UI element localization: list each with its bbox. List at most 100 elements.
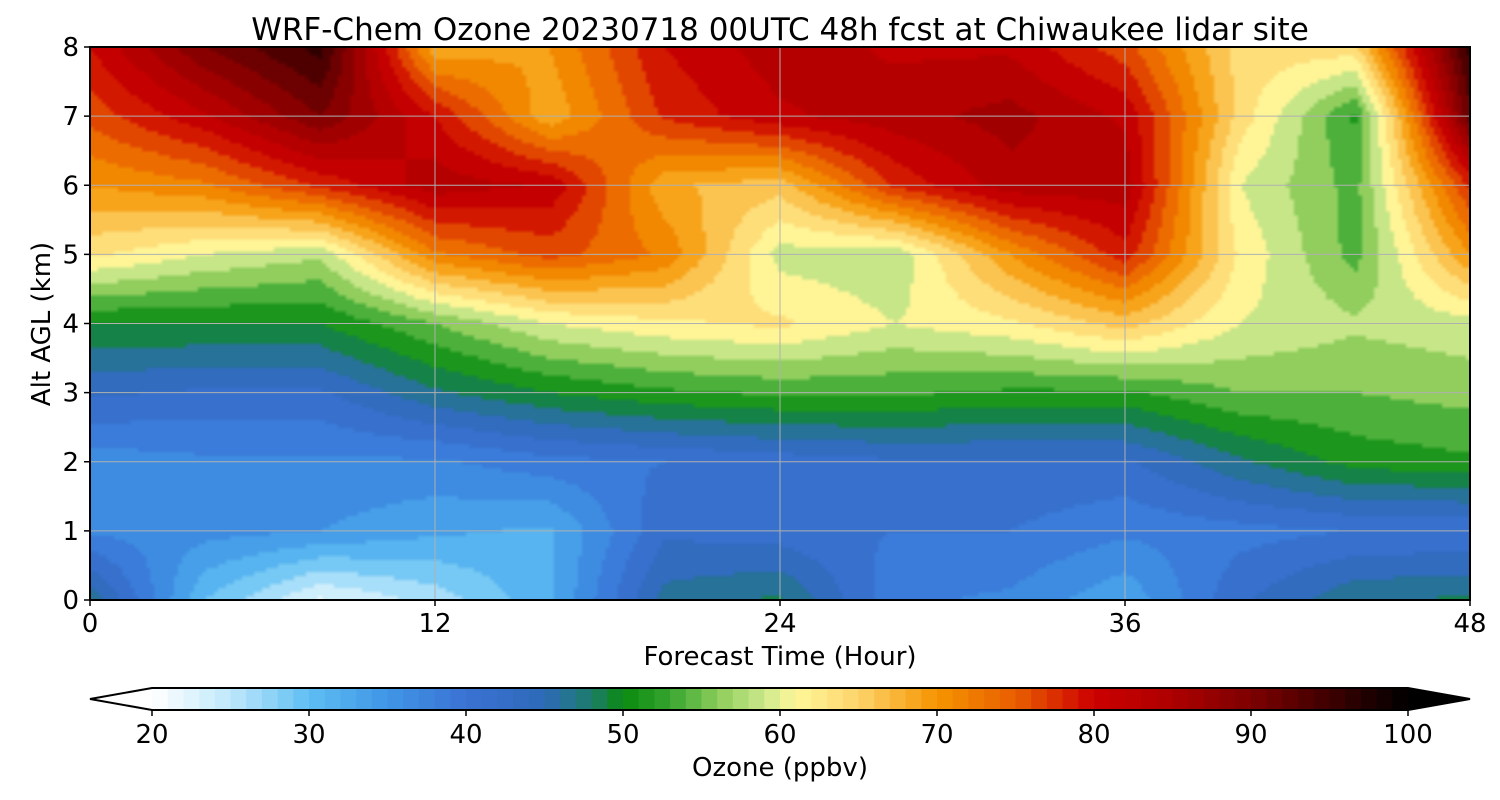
colorbar-segment bbox=[905, 688, 922, 710]
colorbar-segment bbox=[591, 688, 608, 710]
colorbar-segment bbox=[1172, 688, 1189, 710]
colorbar-tick-label: 70 bbox=[920, 720, 953, 750]
colorbar-segment bbox=[387, 688, 404, 710]
colorbar-segment bbox=[811, 688, 828, 710]
y-tick-label: 4 bbox=[62, 310, 79, 340]
colorbar-segment bbox=[199, 688, 216, 710]
x-axis-label: Forecast Time (Hour) bbox=[643, 642, 916, 672]
colorbar-segment bbox=[434, 688, 451, 710]
colorbar-tick-label: 80 bbox=[1077, 720, 1110, 750]
colorbar-segment bbox=[403, 688, 420, 710]
colorbar-segment bbox=[889, 688, 907, 710]
colorbar-segment bbox=[152, 688, 169, 710]
colorbar-segment bbox=[1376, 688, 1393, 710]
colorbar-segment bbox=[261, 688, 279, 710]
colorbar-segment bbox=[167, 688, 184, 710]
y-tick-label: 7 bbox=[62, 102, 79, 132]
colorbar-segment bbox=[1109, 688, 1126, 710]
colorbar-segment bbox=[717, 688, 734, 710]
colorbar-segment bbox=[937, 688, 954, 710]
colorbar-segment bbox=[1219, 688, 1236, 710]
x-tick-label: 36 bbox=[1108, 609, 1141, 639]
colorbar-segment bbox=[544, 688, 561, 710]
y-tick-label: 8 bbox=[62, 33, 79, 63]
colorbar-segment bbox=[1203, 688, 1221, 710]
colorbar-segment bbox=[214, 688, 232, 710]
colorbar-segment bbox=[528, 688, 546, 710]
colorbar-segment bbox=[842, 688, 860, 710]
colorbar-segment bbox=[1329, 688, 1346, 710]
colorbar-segment bbox=[277, 688, 294, 710]
colorbar-ticks: 20 30 40 50 60 70 80 90 100 bbox=[135, 710, 1433, 750]
colorbar-segment bbox=[1235, 688, 1252, 710]
x-tick-label: 24 bbox=[763, 609, 796, 639]
colorbar-segment bbox=[1046, 688, 1064, 710]
colorbar-segment bbox=[984, 688, 1001, 710]
x-tick-label: 48 bbox=[1453, 609, 1486, 639]
colorbar-tick-label: 60 bbox=[763, 720, 796, 750]
colorbar-segment bbox=[607, 688, 624, 710]
colorbar-segment bbox=[1015, 688, 1032, 710]
colorbar-segment bbox=[371, 688, 389, 710]
colorbar-segment bbox=[701, 688, 718, 710]
colorbar-segment bbox=[1188, 688, 1205, 710]
colorbar-segment bbox=[293, 688, 310, 710]
colorbar-tick-label: 30 bbox=[292, 720, 325, 750]
colorbar-segment bbox=[654, 688, 671, 710]
colorbar-segment bbox=[1392, 688, 1409, 710]
colorbar-segment bbox=[309, 688, 326, 710]
colorbar-tick-label: 20 bbox=[135, 720, 168, 750]
y-tick-label: 5 bbox=[62, 240, 79, 270]
colorbar-segment bbox=[418, 688, 436, 710]
colorbar-segment bbox=[795, 688, 812, 710]
colorbar-segment bbox=[1031, 688, 1048, 710]
colorbar-extend-low bbox=[90, 688, 152, 710]
colorbar-gradient bbox=[152, 688, 1409, 710]
x-tick-label: 12 bbox=[418, 609, 451, 639]
colorbar-segment bbox=[968, 688, 985, 710]
colorbar-tick-label: 100 bbox=[1383, 720, 1433, 750]
colorbar-segment bbox=[230, 688, 247, 710]
colorbar-segment bbox=[858, 688, 875, 710]
colorbar-segment bbox=[356, 688, 373, 710]
colorbar-segment bbox=[764, 688, 781, 710]
y-tick-label: 1 bbox=[62, 517, 79, 547]
colorbar-segment bbox=[183, 688, 200, 710]
colorbar-segment bbox=[670, 688, 687, 710]
colorbar-segment bbox=[246, 688, 263, 710]
colorbar-segment bbox=[560, 688, 577, 710]
x-tick-label: 0 bbox=[82, 609, 99, 639]
colorbar-segment bbox=[1094, 688, 1111, 710]
colorbar-label: Ozone (ppbv) bbox=[692, 753, 868, 783]
colorbar-segment bbox=[685, 688, 703, 710]
y-axis-label: Alt AGL (km) bbox=[27, 242, 57, 406]
colorbar-segment bbox=[1345, 688, 1362, 710]
colorbar-segment bbox=[1266, 688, 1283, 710]
y-axis: 0 1 2 3 4 5 6 7 8 bbox=[62, 33, 90, 616]
colorbar-segment bbox=[748, 688, 765, 710]
grid-lines bbox=[90, 47, 1470, 600]
colorbar-segment bbox=[324, 688, 341, 710]
colorbar-segment bbox=[513, 688, 530, 710]
colorbar: 20 30 40 50 60 70 80 90 100 Ozone (ppbv) bbox=[89, 687, 1471, 783]
colorbar-tick-label: 40 bbox=[449, 720, 482, 750]
y-tick-label: 6 bbox=[62, 171, 79, 201]
colorbar-segment bbox=[921, 688, 938, 710]
colorbar-segment bbox=[1251, 688, 1268, 710]
y-tick-label: 3 bbox=[62, 379, 79, 409]
colorbar-extend-high bbox=[1408, 688, 1470, 710]
x-axis: 0 12 24 36 48 bbox=[82, 600, 1487, 639]
colorbar-segment bbox=[827, 688, 844, 710]
colorbar-segment bbox=[481, 688, 498, 710]
colorbar-segment bbox=[340, 688, 357, 710]
colorbar-segment bbox=[780, 688, 797, 710]
colorbar-segment bbox=[1156, 688, 1174, 710]
colorbar-segment bbox=[1313, 688, 1331, 710]
colorbar-segment bbox=[1125, 688, 1142, 710]
colorbar-segment bbox=[874, 688, 891, 710]
colorbar-segment bbox=[732, 688, 750, 710]
colorbar-segment bbox=[497, 688, 514, 710]
y-tick-label: 2 bbox=[62, 448, 79, 478]
colorbar-tick-label: 50 bbox=[606, 720, 639, 750]
